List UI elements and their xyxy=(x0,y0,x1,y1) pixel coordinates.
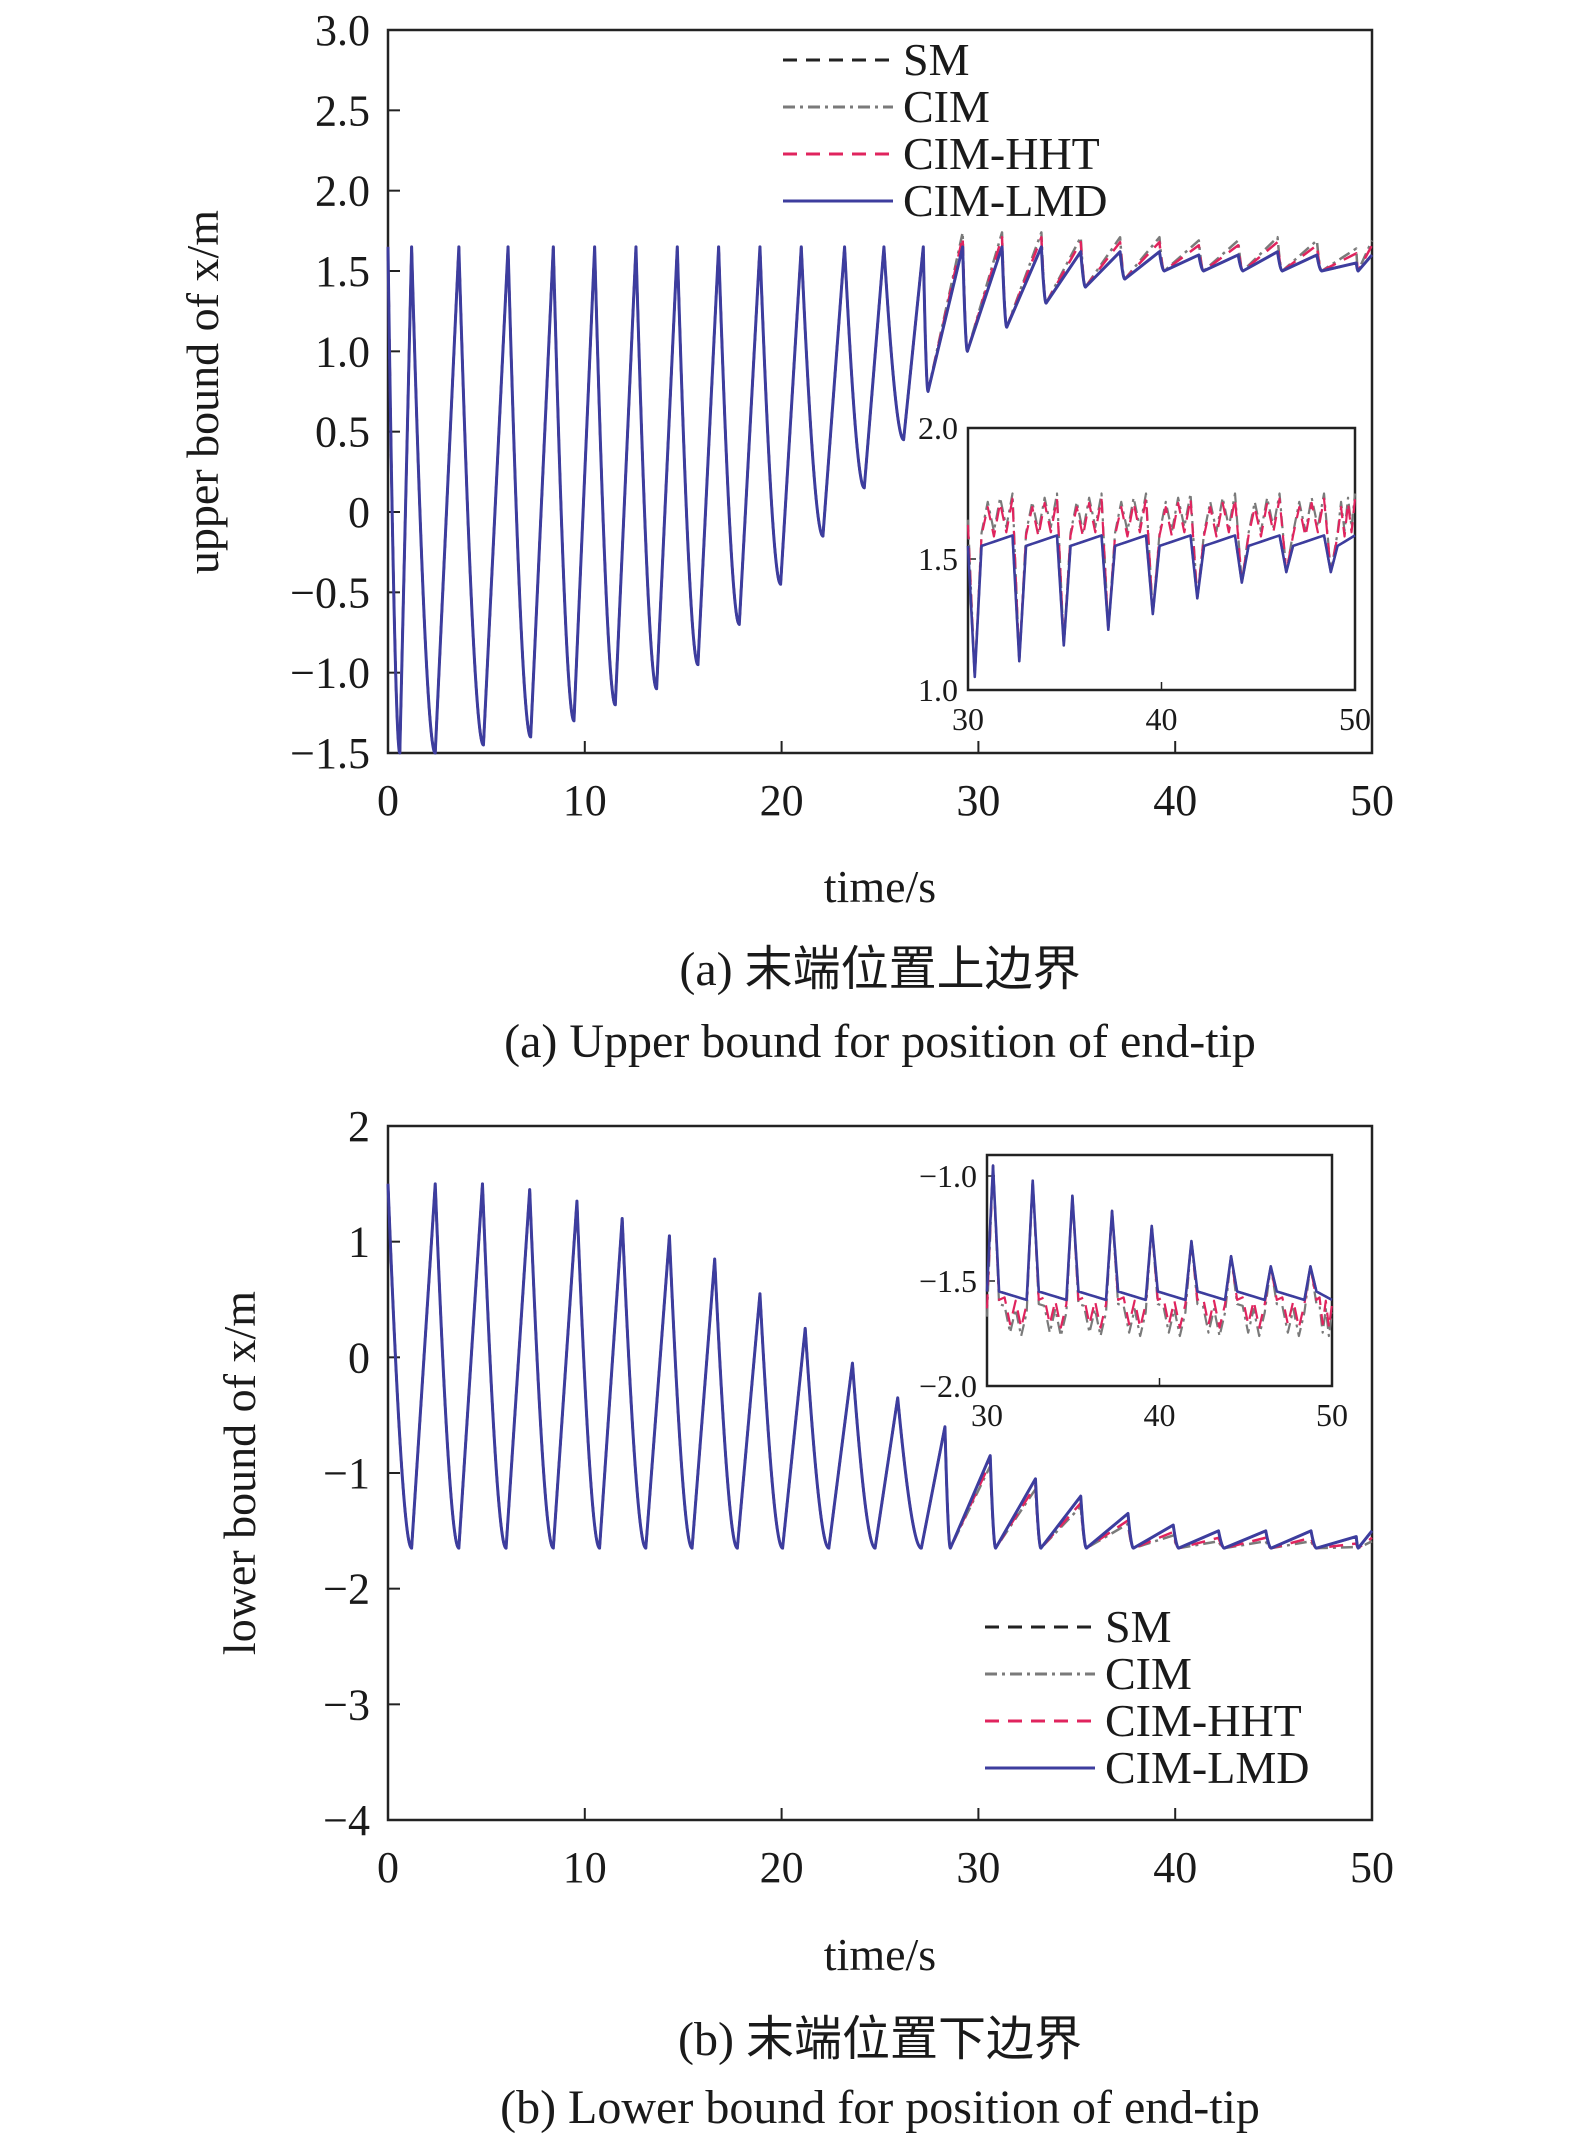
series-line-sm xyxy=(386,1182,1373,1550)
plot-frame-a xyxy=(386,28,1374,755)
inset-x-tick-label: 40 xyxy=(1144,1397,1176,1433)
legend-label-cim: CIM xyxy=(903,81,990,132)
y-tick-label: 1.0 xyxy=(315,327,370,376)
x-tick-label: 20 xyxy=(760,1843,804,1892)
x-tick-label: 50 xyxy=(1350,1843,1394,1892)
y-tick-label: 1.5 xyxy=(315,247,370,296)
y-axis-label-a: upper bound of x/m xyxy=(177,210,228,574)
x-tick-label: 0 xyxy=(377,1843,399,1892)
y-tick-label: −2 xyxy=(323,1565,370,1614)
y-tick-label: 0 xyxy=(348,1333,370,1382)
x-axis-label-b: time/s xyxy=(824,1929,936,1980)
y-axis-label-a-text: upper bound of x/m xyxy=(177,210,228,574)
inset-series-cim-hht xyxy=(966,497,1357,678)
x-tick-label: 30 xyxy=(956,776,1000,825)
inset-y-tick-label: −2.0 xyxy=(919,1368,977,1404)
y-axis-label-b: lower bound of x/m xyxy=(214,1291,265,1655)
inset-x-tick-label: 40 xyxy=(1146,701,1178,737)
x-tick-label: 10 xyxy=(563,1843,607,1892)
legend-label-sm: SM xyxy=(903,34,969,85)
y-tick-label: 0 xyxy=(348,488,370,537)
inset-y-tick-label: −1.5 xyxy=(919,1263,977,1299)
inset-ticks-a: 2.0 1.5 1.030 40 50 xyxy=(918,410,1371,737)
x-tick-label: 50 xyxy=(1350,776,1394,825)
y-tick-label: 3.0 xyxy=(315,6,370,55)
x-ticks-b: 0 10 20 30 40 50 xyxy=(377,1808,1394,1892)
legend-label-cim-lmd: CIM-LMD xyxy=(1105,1742,1309,1793)
y-tick-label: −1.5 xyxy=(290,729,370,778)
series-lines-b xyxy=(386,1182,1374,1550)
inset-y-tick-label: −1.0 xyxy=(919,1158,977,1194)
y-tick-label: −1 xyxy=(323,1449,370,1498)
series-line-cim-lmd xyxy=(386,245,1374,755)
x-axis-label-a: time/s xyxy=(824,861,936,912)
series-line-cim-hht xyxy=(386,1182,1373,1550)
x-tick-label: 40 xyxy=(1153,776,1197,825)
inset-series-b xyxy=(985,1164,1334,1338)
inset-y-tick-label: 1.5 xyxy=(918,541,958,577)
inset-series-cim xyxy=(966,492,1357,678)
inset-a: 2.0 1.5 1.030 40 50 xyxy=(918,410,1371,737)
legend-label-cim: CIM xyxy=(1105,1648,1192,1699)
x-tick-label: 20 xyxy=(760,776,804,825)
x-tick-label: 30 xyxy=(956,1843,1000,1892)
y-tick-label: 0.5 xyxy=(315,408,370,457)
y-ticks-a: 3.0 2.5 2.0 1.5 1.0 0.5 0 −0.5 −1.0 −1.5 xyxy=(290,6,400,778)
series-line-cim-hht xyxy=(386,236,1374,755)
x-ticks-a: 0 10 20 30 40 50 xyxy=(377,741,1394,825)
inset-x-tick-label: 30 xyxy=(952,701,984,737)
y-tick-label: −0.5 xyxy=(290,568,370,617)
series-lines-a xyxy=(386,231,1374,755)
legend-label-cim-hht: CIM-HHT xyxy=(1105,1695,1302,1746)
y-tick-label: 2.0 xyxy=(315,167,370,216)
y-tick-label: −3 xyxy=(323,1680,370,1729)
y-tick-label: −1.0 xyxy=(290,649,370,698)
inset-x-tick-label: 50 xyxy=(1339,701,1371,737)
inset-series-cim-lmd xyxy=(966,534,1356,679)
inset-x-tick-label: 30 xyxy=(971,1397,1003,1433)
caption-b-cn: (b) 末端位置下边界 xyxy=(678,2013,1082,2066)
y-tick-label: −4 xyxy=(323,1796,370,1845)
inset-ticks-b: −1.0 −1.5 −2.030 40 50 xyxy=(919,1158,1348,1433)
legend-label-sm: SM xyxy=(1105,1601,1171,1652)
y-tick-label: 2 xyxy=(348,1102,370,1151)
inset-y-tick-label: 1.0 xyxy=(918,672,958,708)
inset-b: −1.0 −1.5 −2.030 40 50 xyxy=(919,1153,1348,1433)
y-axis-label-b-text: lower bound of x/m xyxy=(214,1291,265,1655)
series-line-cim-lmd xyxy=(386,1182,1374,1550)
series-line-cim xyxy=(386,1182,1373,1550)
series-line-sm xyxy=(386,245,1373,755)
x-tick-label: 0 xyxy=(377,776,399,825)
legend-label-cim-hht: CIM-HHT xyxy=(903,128,1100,179)
caption-a-cn: (a) 末端位置上边界 xyxy=(679,943,1080,996)
panel-b-lower-bound: 210−1−2−3−4 0 10 20 30 40 50 lower bound of x… xyxy=(214,1102,1394,2134)
legend-label-cim-lmd: CIM-LMD xyxy=(903,175,1107,226)
inset-series-cim-lmd xyxy=(985,1164,1333,1302)
y-tick-label: 1 xyxy=(348,1218,370,1267)
inset-series-cim xyxy=(985,1164,1334,1338)
inset-y-tick-label: 2.0 xyxy=(918,410,958,446)
y-tick-label: 2.5 xyxy=(315,86,370,135)
inset-series-cim-hht xyxy=(985,1164,1334,1329)
y-ticks-b: 2 1 0 −1 −2 −3 −4 xyxy=(323,1102,400,1845)
caption-a-en: (a) Upper bound for position of end-tip xyxy=(504,1015,1256,1068)
caption-b-en: (b) Lower bound for position of end-tip xyxy=(500,2081,1260,2134)
inset-series-a xyxy=(966,492,1357,679)
x-tick-label: 40 xyxy=(1153,1843,1197,1892)
x-tick-label: 10 xyxy=(563,776,607,825)
inset-x-tick-label: 50 xyxy=(1316,1397,1348,1433)
panel-a-upper-bound: 3.0 2.5 2.0 1.5 1.0 0.5 0 −0.5 −1.0 −1.5 0 10 20 30 4… xyxy=(177,6,1394,1068)
